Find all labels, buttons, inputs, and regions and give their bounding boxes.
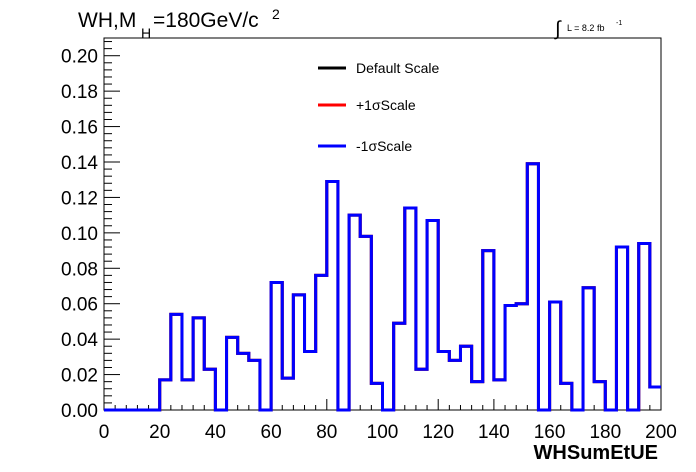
x-tick-label: 200 — [645, 422, 677, 443]
x-tick-label: 80 — [316, 422, 337, 443]
title-main: WH,M — [78, 9, 136, 32]
legend-label: Default Scale — [356, 60, 439, 76]
y-tick-label: 0.14 — [61, 153, 98, 174]
y-tick-label: 0.18 — [61, 82, 98, 103]
x-tick-label: 0 — [99, 422, 110, 443]
chart-title: WH,M H =180GeV/c 2 — [78, 6, 280, 41]
y-tick-label: 0.12 — [61, 188, 98, 209]
y-tick-label: 0.04 — [61, 330, 98, 351]
luminosity-text: L = 8.2 fb — [567, 23, 604, 33]
series-line-0 — [104, 162, 661, 412]
legend-label: +1σScale — [356, 97, 416, 113]
x-tick-label: 160 — [534, 422, 566, 443]
y-tick-label: 0.02 — [61, 366, 98, 387]
series-line-1 — [104, 162, 661, 412]
x-tick-label: 60 — [261, 422, 282, 443]
y-tick-label: 0.10 — [61, 224, 98, 245]
x-tick-label: 180 — [589, 422, 621, 443]
legend-label: -1σScale — [356, 138, 412, 154]
y-tick-label: 0.20 — [61, 47, 98, 68]
integral-sign: ∫ — [554, 18, 562, 40]
x-tick-label: 120 — [422, 422, 454, 443]
series-layer — [104, 162, 661, 412]
title-rest: =180GeV/c — [153, 9, 259, 32]
y-tick-label: 0.00 — [61, 401, 98, 422]
x-axis: 0 20 40 60 80 100 120 140 160 180 200 — [99, 399, 677, 443]
series-line-2 — [104, 162, 661, 412]
title-subscript: H — [141, 25, 151, 41]
title-superscript: 2 — [272, 6, 280, 22]
y-tick-label: 0.08 — [61, 259, 98, 280]
plot-frame — [103, 37, 662, 411]
y-tick-label: 0.06 — [61, 295, 98, 316]
x-tick-label: 20 — [149, 422, 170, 443]
x-tick-label: 40 — [205, 422, 226, 443]
luminosity-label: ∫ L = 8.2 fb -1 — [554, 18, 622, 40]
x-tick-label: 100 — [367, 422, 399, 443]
y-axis: 0.00 0.02 0.04 0.06 0.08 0.10 0.12 0.14 0.16 0.18… — [61, 41, 120, 422]
luminosity-superscript: -1 — [616, 20, 622, 27]
x-axis-title: WHSumEtUE — [534, 442, 658, 464]
x-tick-label: 140 — [478, 422, 510, 443]
y-tick-label: 0.16 — [61, 118, 98, 139]
legend: Default Scale +1σScale -1σScale — [318, 60, 439, 154]
